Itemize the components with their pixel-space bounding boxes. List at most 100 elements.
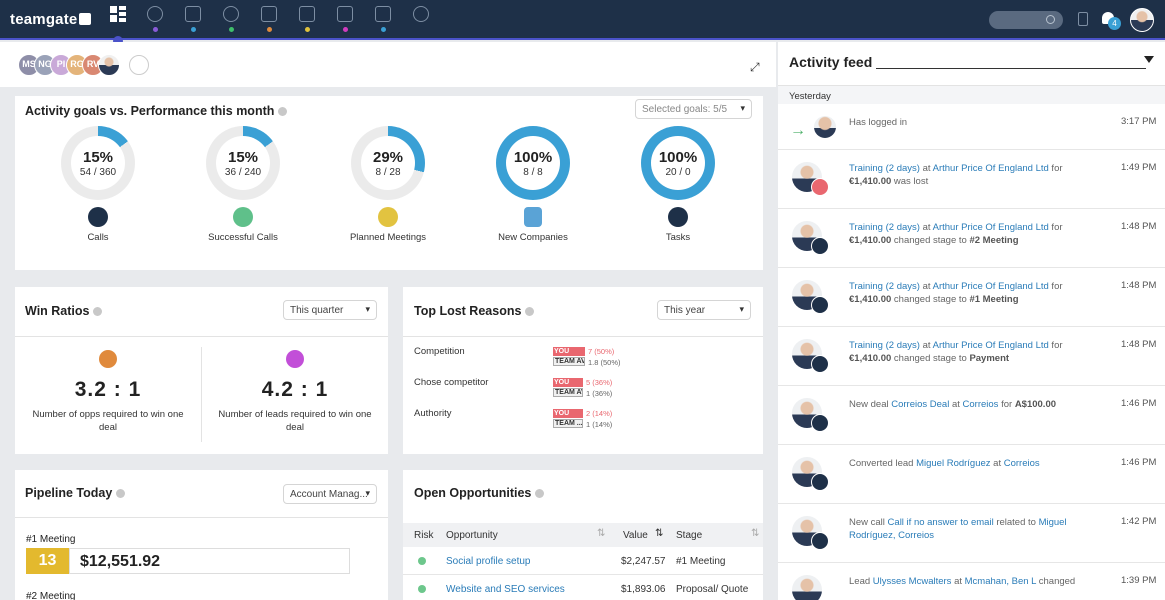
pipeline-stage-count[interactable]: 13 [26,548,69,574]
people-icon[interactable] [223,6,239,22]
target-icon[interactable] [147,6,163,22]
feed-link[interactable]: Correios [962,399,999,410]
lost-deal-icon [811,178,829,196]
inbox-icon[interactable] [337,6,353,22]
feed-item[interactable]: Training (2 days) at Arthur Price Of Eng… [778,150,1165,209]
goal-new-companies[interactable]: 100% 8 / 8 New Companies [496,126,570,243]
feed-link[interactable]: Ulysses Mcwalters [872,576,952,587]
feed-link[interactable]: Correios [1003,458,1040,469]
feed-link[interactable]: Training (2 days) [849,222,920,233]
feed-avatar[interactable] [814,116,836,138]
sort-icon[interactable]: ⇅ [751,528,760,539]
mobile-icon[interactable] [375,6,391,22]
feed-link[interactable]: Training (2 days) [849,163,920,174]
pipeline-stage-amount[interactable]: $12,551.92 [69,548,350,574]
feed-link[interactable]: Arthur Price Of England Ltd [932,222,1049,233]
expand-icon[interactable]: ⤢ [750,60,760,74]
col-value[interactable]: Value [623,530,648,541]
feed-link[interactable]: Call if no answer to email [887,517,994,528]
add-user-icon[interactable] [129,55,149,75]
feed-avatar[interactable] [792,575,822,600]
feed-item[interactable]: Training (2 days) at Arthur Price Of Eng… [778,209,1165,268]
feed-link[interactable]: Miguel Rodríguez, Correios [849,517,1067,541]
feed-item[interactable]: New call Call if no answer to email rela… [778,504,1165,563]
goal-label: Successful Calls [208,232,278,243]
goal-tasks[interactable]: 100% 20 / 0 Tasks [641,126,715,243]
lost-reasons-period-dropdown[interactable]: This year [657,300,751,320]
feed-text: Converted lead Miguel Rodríguez at Corre… [849,457,1079,470]
feed-item[interactable]: Lead Ulysses Mcwalters at Mcmahan, Ben L… [778,563,1165,600]
divider [201,347,202,442]
feed-link[interactable]: Correios Deal [891,399,950,410]
col-opportunity[interactable]: Opportunity [446,530,498,541]
you-bar: YOU [553,347,585,356]
table-row[interactable]: Social profile setup $2,247.57 #1 Meetin… [403,547,763,575]
col-stage[interactable]: Stage [676,530,703,541]
goal-successful-calls[interactable]: 15% 36 / 240 Successful Calls [206,126,280,243]
feed-link[interactable]: Mcmahan, Ben L [964,576,1037,587]
info-icon[interactable] [535,489,545,498]
opportunity-link[interactable]: Website and SEO services [446,584,565,595]
goal-donut: 29% 8 / 28 [351,126,425,200]
feed-item[interactable]: → Has logged in 3:17 PM [778,104,1165,150]
info-icon[interactable] [116,489,126,498]
sort-icon[interactable]: ⇅ [597,528,606,539]
nav-indicator-dot [191,27,196,32]
sort-desc-icon[interactable]: ⇅ [655,528,664,539]
feed-link[interactable]: Arthur Price Of England Ltd [932,281,1049,292]
feed-filter-line [876,68,1146,69]
goal-planned-meetings[interactable]: 29% 8 / 28 Planned Meetings [350,126,426,243]
feed-item[interactable]: Training (2 days) at Arthur Price Of Eng… [778,327,1165,386]
selected-goals-dropdown[interactable]: Selected goals: 5/5 [635,99,752,119]
team-avatar-photo[interactable] [98,54,120,76]
feed-item[interactable]: Training (2 days) at Arthur Price Of Eng… [778,268,1165,327]
col-risk[interactable]: Risk [414,530,434,541]
deals-briefcase-icon[interactable] [261,6,277,22]
knowledge-book-icon[interactable] [1078,12,1088,26]
dashboard-icon[interactable] [110,6,126,22]
opportunity-link[interactable]: Social profile setup [446,556,531,567]
win-ratio-period-dropdown[interactable]: This quarter [283,300,377,320]
companies-icon[interactable] [185,6,201,22]
feed-text-part: at [951,576,965,587]
goal-calls[interactable]: 15% 54 / 360 Calls [61,126,135,243]
feed-link[interactable]: Training (2 days) [849,340,920,351]
feed-text-part: €1,410.00 [849,176,892,187]
search-input[interactable] [989,11,1063,29]
goal-percent: 15% [227,149,259,166]
team-filter-bar: MS NG PI RG RV ⤢ [0,42,776,87]
goal-label: Tasks [665,232,691,243]
you-bar: YOU [553,409,583,418]
goal-ratio: 54 / 360 [79,167,117,178]
user-avatar[interactable] [1130,8,1154,32]
feed-link[interactable]: Arthur Price Of England Ltd [932,163,1049,174]
feed-time: 3:17 PM [1121,116,1157,127]
feed-link[interactable]: Miguel Rodríguez [916,458,991,469]
pipeline-owner-dropdown[interactable]: Account Manag... [283,484,377,504]
you-bar: YOU [553,378,583,387]
feed-text-part: was lost [891,176,929,187]
you-bar-label: YOU [554,379,570,386]
reports-pie-icon[interactable] [413,6,429,22]
info-icon[interactable] [525,307,535,316]
card-title: Pipeline Today [25,486,126,500]
table-row[interactable]: Website and SEO services $1,893.06 Propo… [403,575,763,600]
feed-link[interactable]: Arthur Price Of England Ltd [932,340,1049,351]
feed-text-part: #1 Meeting [969,294,1019,305]
info-icon[interactable] [93,307,103,316]
team-value: 1 (14%) [586,420,613,429]
lead-icon [811,473,829,491]
logo-text: teamgate [10,11,78,28]
feed-link[interactable]: Training (2 days) [849,281,920,292]
feed-text-part: at [949,399,963,410]
risk-indicator [418,585,426,593]
win-ratios-card: Win Ratios This quarter [15,287,388,454]
feed-item[interactable]: New deal Correios Deal at Correios for A… [778,386,1165,445]
teamgate-logo[interactable]: teamgate [10,11,92,28]
opportunity-value: $1,893.06 [621,584,666,595]
filter-icon[interactable] [1144,56,1154,63]
calendar-icon[interactable] [299,6,315,22]
opportunities-title: Open Opportunities [414,486,532,500]
info-icon[interactable] [278,107,288,116]
feed-item[interactable]: Converted lead Miguel Rodríguez at Corre… [778,445,1165,504]
